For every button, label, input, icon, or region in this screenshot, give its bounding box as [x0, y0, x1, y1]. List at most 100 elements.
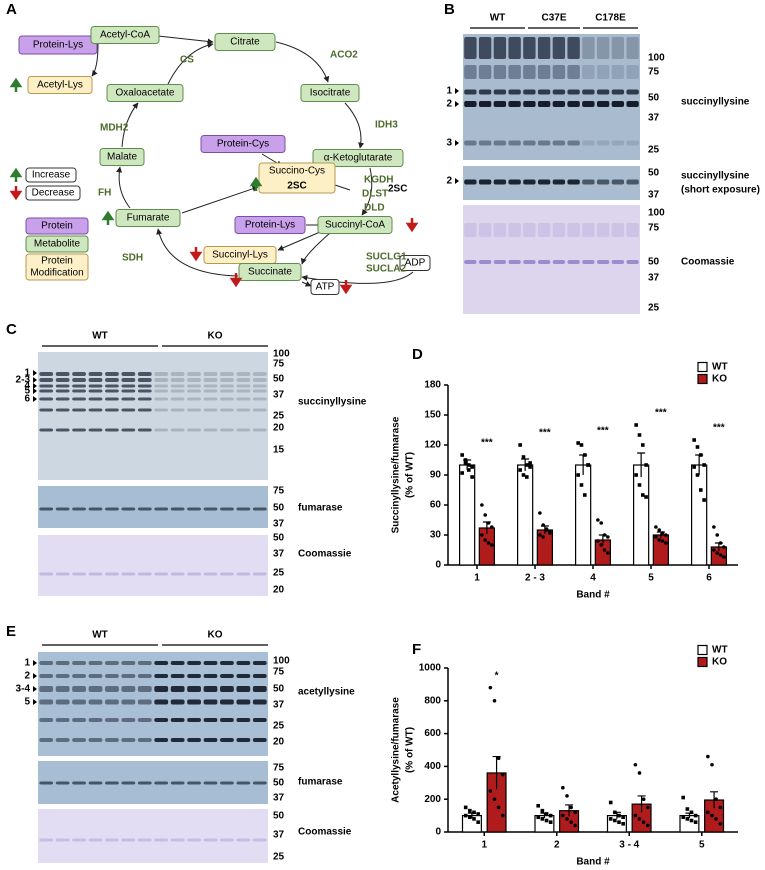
y-tick-label: 150 — [424, 410, 441, 421]
blot-band — [464, 223, 477, 237]
blot-band — [567, 65, 580, 79]
node-label: Protein-Cys — [217, 139, 269, 150]
blot-band — [596, 260, 610, 264]
blot-band — [203, 738, 218, 742]
enzyme-label: KGDH — [364, 175, 393, 186]
mw-marker: 20 — [273, 737, 285, 748]
blot-band — [39, 699, 54, 705]
blot-band — [236, 408, 251, 412]
mw-marker: 20 — [273, 585, 285, 596]
data-point — [660, 539, 665, 543]
blot-band — [154, 838, 169, 842]
blot-band — [626, 179, 639, 185]
node-label: Oxaloacetate — [116, 88, 175, 99]
blot-band — [596, 101, 610, 107]
blot-band — [252, 408, 267, 412]
blot-band — [220, 572, 234, 576]
data-point — [528, 465, 532, 469]
band-pointer — [455, 101, 459, 107]
data-point — [712, 548, 716, 552]
blot-label: (short exposure) — [681, 185, 760, 196]
error-bar — [637, 452, 646, 477]
blot-band — [170, 781, 185, 785]
mw-marker: 100 — [273, 656, 290, 667]
data-point — [586, 463, 590, 467]
blot-band — [154, 378, 169, 382]
band-pointer — [33, 686, 37, 692]
significance-label: *** — [539, 428, 551, 439]
blot-band — [72, 428, 86, 432]
blot-band — [39, 838, 54, 842]
blot-band — [537, 223, 551, 237]
blot-band — [88, 428, 103, 432]
data-point — [657, 528, 662, 532]
blot-band — [220, 372, 234, 376]
blot-band — [552, 223, 566, 237]
node-box — [399, 255, 431, 271]
mw-marker: 75 — [273, 486, 285, 497]
arrow — [121, 102, 139, 148]
blot-band — [523, 179, 536, 185]
blot-band — [170, 674, 185, 678]
data-point — [602, 533, 607, 537]
data-point — [689, 818, 694, 823]
blot-band — [88, 718, 103, 722]
data-point — [573, 810, 578, 815]
blot-band — [611, 140, 625, 146]
data-point — [548, 531, 552, 535]
legend-label: Decrease — [32, 188, 75, 199]
decrease-arrow — [405, 218, 419, 233]
blot-band — [582, 140, 595, 146]
node-label: Acetyl-Lys — [37, 80, 83, 91]
blot-band — [478, 89, 492, 95]
data-point — [710, 762, 714, 767]
blot-band — [105, 507, 119, 511]
data-point — [633, 813, 638, 818]
data-point — [492, 699, 497, 703]
blot-band — [203, 572, 218, 576]
band-pointer — [33, 377, 37, 383]
blot-band — [72, 781, 86, 785]
arrow — [361, 167, 373, 216]
mw-marker: 37 — [273, 700, 285, 711]
blot-band — [611, 101, 625, 107]
blot-band — [88, 408, 103, 412]
data-point — [538, 533, 542, 537]
blot-band — [39, 428, 54, 432]
data-point — [492, 797, 497, 801]
legend-box — [25, 167, 77, 183]
data-point — [599, 521, 604, 525]
node-label: Succinyl-Lys — [212, 250, 268, 261]
data-point — [483, 513, 488, 517]
legend-label: Protein — [41, 256, 73, 267]
data-point — [524, 475, 529, 479]
blot-band — [236, 674, 251, 678]
blot-band — [236, 781, 251, 785]
blot-band — [611, 37, 625, 59]
blot-band — [464, 101, 477, 107]
data-point — [486, 521, 491, 525]
mw-marker: 75 — [273, 763, 285, 774]
blot-band — [154, 372, 169, 376]
data-point — [695, 473, 700, 477]
blot-band — [552, 179, 566, 185]
node-box — [214, 33, 276, 51]
mw-marker: 100 — [648, 208, 665, 219]
data-point — [606, 551, 610, 555]
lane-label: C37E — [541, 13, 566, 24]
blot-band — [582, 89, 595, 95]
blot-band — [170, 378, 185, 382]
blot-band — [121, 718, 136, 722]
data-point — [637, 771, 642, 775]
blot-band — [137, 674, 152, 678]
data-point — [664, 541, 668, 545]
blot-band — [170, 661, 185, 665]
mw-marker: 100 — [273, 349, 290, 360]
mw-marker: 50 — [648, 168, 660, 179]
blot-band — [567, 179, 580, 185]
data-point — [664, 533, 668, 537]
band-pointer — [33, 673, 37, 679]
blot-band — [252, 781, 267, 785]
panel-label: C — [6, 321, 17, 338]
blot-band — [252, 372, 267, 376]
